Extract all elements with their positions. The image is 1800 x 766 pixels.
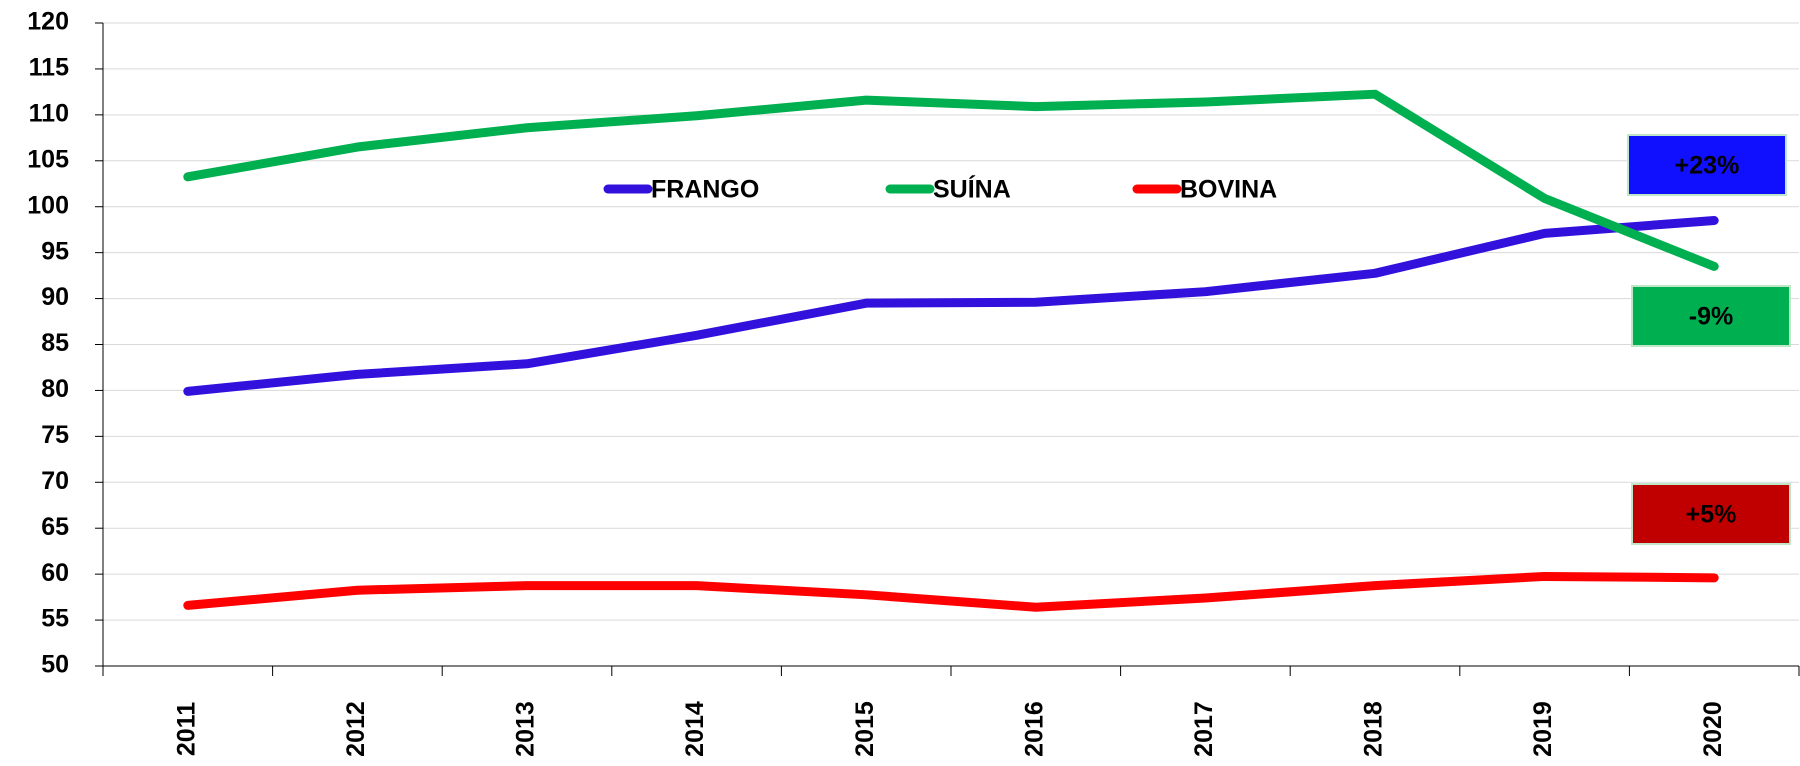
y-tick-label: 70 [41,467,69,495]
line-series [183,89,1719,271]
x-tick-label: 2014 [681,701,709,757]
x-tick-label: 2018 [1360,701,1388,757]
annotation-label: -9% [1689,303,1733,331]
y-tick-label: 120 [27,8,69,36]
y-tick-label: 60 [41,559,69,587]
annotation-box [1627,134,1787,196]
x-tick-label: 2011 [172,702,200,756]
legend-label: FRANGO [651,176,759,204]
x-tick-label: 2016 [1020,701,1048,757]
y-tick-label: 55 [41,605,69,633]
annotation-box [1631,483,1791,545]
y-tick-label: 50 [41,651,69,679]
y-tick-label: 80 [41,375,69,403]
x-tick-label: 2017 [1190,701,1218,757]
x-tick-label: 2020 [1699,701,1727,757]
y-tick-label: 95 [41,237,69,265]
x-tick-label: 2015 [851,701,879,757]
line-series [183,571,1719,612]
line-series [183,215,1719,396]
y-tick-label: 105 [27,145,69,173]
y-tick-label: 90 [41,283,69,311]
legend-label: SUÍNA [933,175,1011,204]
annotation-label: +5% [1686,501,1737,529]
y-tick-label: 85 [41,329,69,357]
y-tick-label: 75 [41,421,69,449]
x-tick-label: 2013 [512,701,540,757]
x-tick-label: 2012 [342,701,370,757]
y-tick-label: 100 [27,191,69,219]
y-tick-label: 115 [29,54,69,82]
y-tick-label: 110 [29,99,69,127]
annotation-label: +23% [1675,152,1740,180]
x-tick-label: 2019 [1529,701,1557,757]
legend-label: BOVINA [1180,176,1277,204]
y-tick-label: 65 [41,513,69,541]
annotation-box [1631,285,1791,347]
